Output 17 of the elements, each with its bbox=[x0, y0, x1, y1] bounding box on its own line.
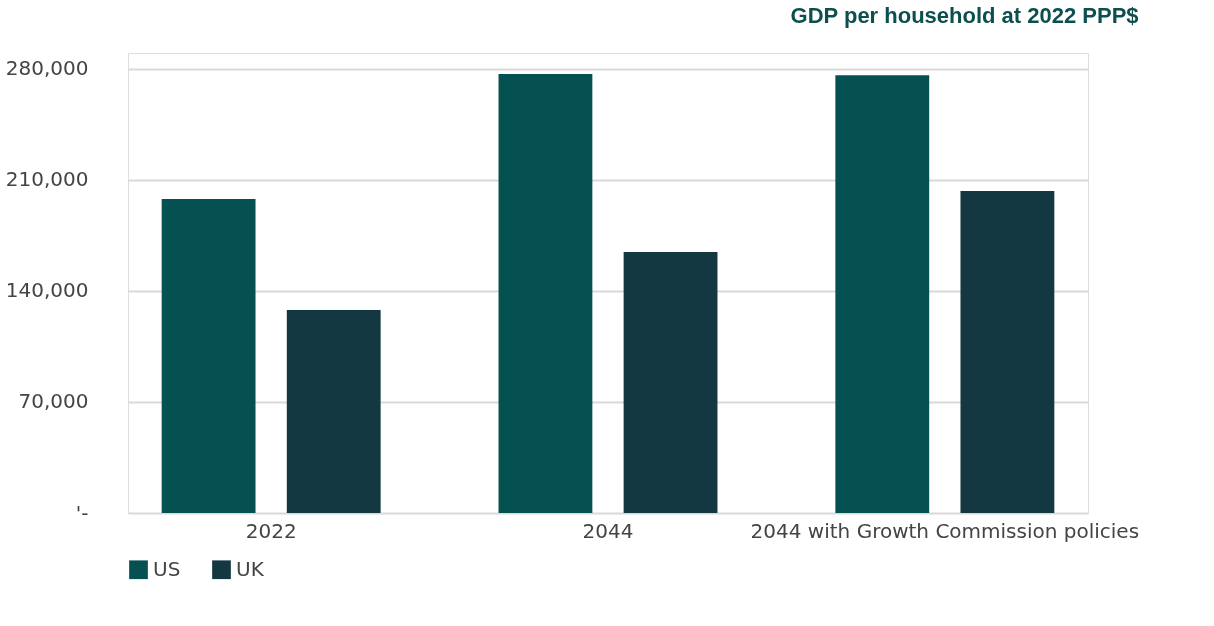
x-tick-label: 2044 bbox=[582, 518, 634, 543]
legend-label: US bbox=[153, 556, 181, 581]
y-tick-label: 70,000 bbox=[18, 389, 89, 414]
chart-title: GDP per household at 2022 PPP$ bbox=[790, 3, 1139, 28]
x-tick-label: 2022 bbox=[245, 518, 297, 543]
bar bbox=[835, 75, 930, 513]
bar bbox=[960, 191, 1055, 513]
y-tick-label: 280,000 bbox=[5, 56, 89, 81]
bar bbox=[286, 309, 381, 513]
bar bbox=[161, 198, 256, 513]
y-tick-label: 140,000 bbox=[5, 278, 89, 303]
y-tick-label: '- bbox=[75, 500, 89, 525]
y-tick-label: 210,000 bbox=[5, 167, 89, 192]
x-tick-label: 2044 with Growth Commission policies bbox=[750, 518, 1140, 543]
bar bbox=[498, 73, 593, 513]
legend-label: UK bbox=[236, 556, 265, 581]
bar bbox=[623, 251, 718, 513]
